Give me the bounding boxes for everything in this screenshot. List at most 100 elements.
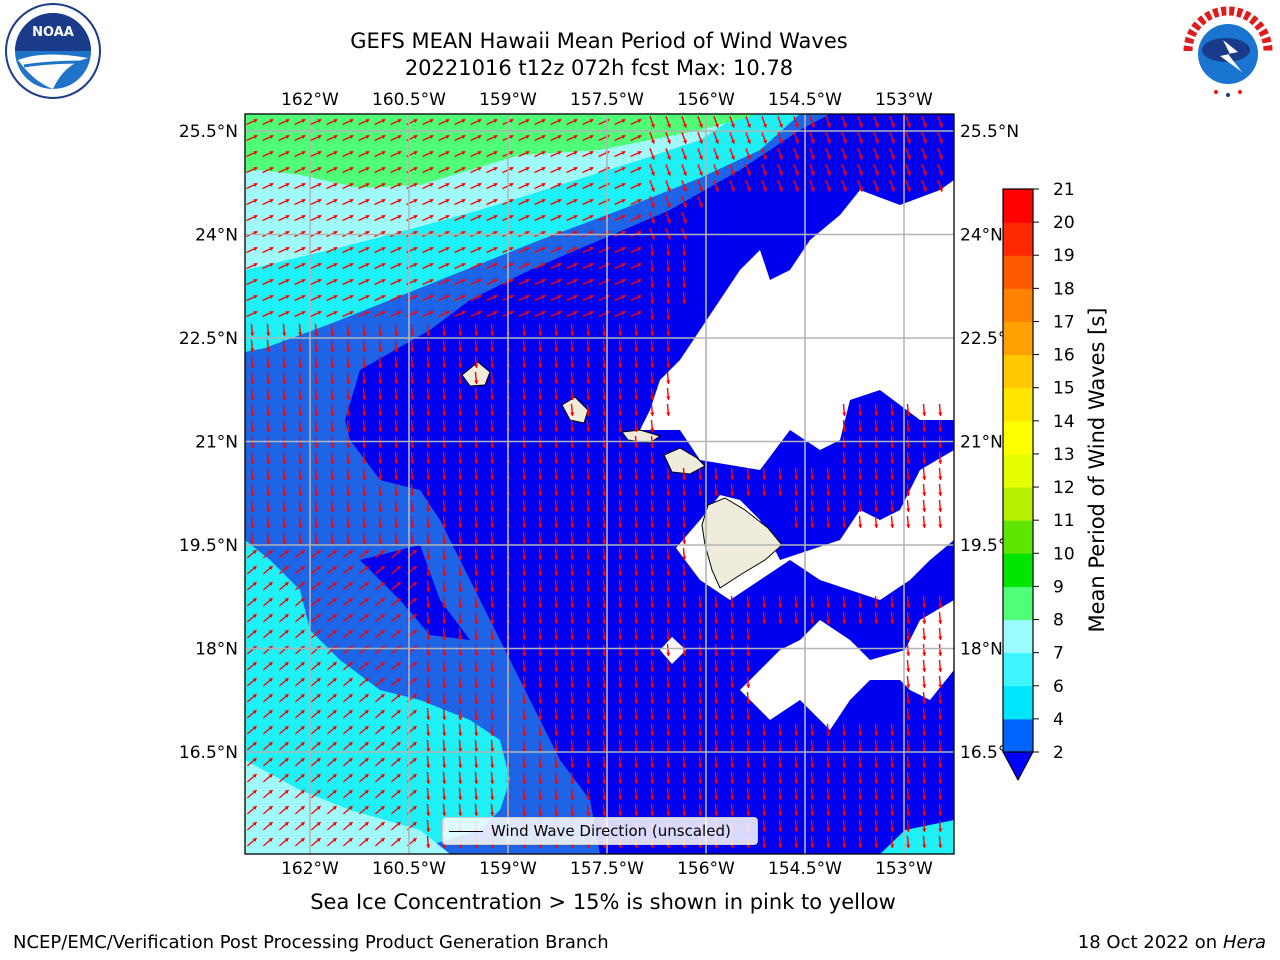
wind-arrow <box>294 661 306 671</box>
wind-arrow <box>426 547 431 561</box>
wind-arrow <box>426 691 431 705</box>
wind-arrow <box>262 837 274 847</box>
wind-arrow <box>266 531 271 545</box>
wind-arrow <box>538 579 543 593</box>
wind-arrow <box>490 483 495 497</box>
wind-arrow <box>746 611 751 625</box>
wind-arrow <box>570 419 575 433</box>
wind-arrow <box>602 643 607 657</box>
wind-arrow <box>262 262 274 270</box>
wind-arrow <box>614 214 626 222</box>
colorbar-tick-label: 15 <box>1053 379 1075 399</box>
wind-arrow <box>746 707 751 721</box>
wind-arrow <box>614 198 626 206</box>
wind-arrow <box>634 611 639 625</box>
wind-arrow <box>938 819 943 833</box>
wind-arrow <box>762 739 767 753</box>
wind-arrow <box>490 771 495 785</box>
wind-arrow <box>374 166 386 174</box>
wind-arrow <box>522 403 527 417</box>
wind-arrow <box>250 387 255 401</box>
colorbar-segment <box>1003 321 1033 356</box>
wind-arrow <box>614 150 626 158</box>
wind-arrow <box>554 627 559 641</box>
wind-arrow <box>474 355 479 369</box>
wind-arrow <box>874 819 879 833</box>
wind-arrow <box>938 403 943 417</box>
wind-arrow <box>778 819 783 833</box>
wind-arrow <box>778 739 783 753</box>
wind-arrow <box>326 661 338 671</box>
wind-arrow <box>346 531 351 545</box>
wind-arrow <box>294 597 306 607</box>
wind-arrow <box>906 755 911 769</box>
wind-arrow <box>358 821 370 831</box>
wind-arrow <box>310 118 322 126</box>
wind-arrow <box>358 134 370 142</box>
wind-arrow <box>890 803 895 817</box>
wind-arrow <box>294 182 306 190</box>
wind-arrow <box>378 323 383 337</box>
wind-arrow <box>246 294 258 302</box>
wind-arrow <box>518 262 530 270</box>
wind-arrow <box>650 355 655 369</box>
wind-arrow <box>937 180 943 192</box>
wind-arrow <box>294 773 306 783</box>
wind-arrow <box>586 531 591 545</box>
wind-arrow <box>346 467 351 481</box>
wind-arrow <box>474 403 479 417</box>
wind-arrow <box>326 118 338 126</box>
wind-arrow <box>698 611 703 625</box>
wind-arrow <box>266 387 271 401</box>
longitude-label: 156°W <box>677 90 735 110</box>
wind-arrow <box>394 467 399 481</box>
wind-arrow <box>554 451 559 465</box>
wind-arrow <box>394 403 399 417</box>
wind-arrow <box>314 467 319 481</box>
wind-arrow <box>650 787 655 801</box>
wind-arrow <box>474 531 479 545</box>
wind-arrow <box>262 150 274 158</box>
wind-arrow <box>634 739 639 753</box>
wind-arrow <box>794 499 799 513</box>
wind-arrow <box>618 787 623 801</box>
wind-arrow <box>858 467 863 481</box>
wind-arrow <box>602 371 607 385</box>
wind-arrow <box>602 739 607 753</box>
wind-arrow <box>326 581 338 591</box>
wind-arrow <box>698 627 703 641</box>
wind-arrow <box>390 549 402 559</box>
wind-arrow <box>522 531 527 545</box>
wind-arrow <box>438 294 450 302</box>
wind-arrow <box>394 371 399 385</box>
wind-arrow <box>554 739 559 753</box>
wind-arrow <box>250 483 255 497</box>
wind-arrow <box>474 467 479 481</box>
latitude-label: 19.5°N <box>179 536 238 556</box>
wind-arrow <box>730 611 735 625</box>
wind-arrow <box>374 709 386 719</box>
wind-arrow <box>294 549 306 559</box>
island-hawaii <box>701 497 783 589</box>
wind-arrow <box>458 515 463 529</box>
wind-arrow <box>714 739 719 753</box>
wind-arrow <box>586 499 591 513</box>
wind-arrow <box>374 118 386 126</box>
wind-arrow <box>362 531 367 545</box>
wind-arrow <box>246 166 258 174</box>
wind-arrow <box>618 451 623 465</box>
wind-arrow <box>618 627 623 641</box>
wind-arrow <box>554 803 559 817</box>
wind-arrow <box>618 499 623 513</box>
wind-arrow <box>330 339 335 353</box>
wind-arrow <box>534 118 546 126</box>
wind-arrow <box>666 611 671 625</box>
colorbar-segment <box>1003 685 1033 720</box>
wind-arrow <box>666 275 671 289</box>
latitude-label: 18°N <box>960 640 1003 660</box>
wind-arrow <box>426 755 431 769</box>
wind-arrow <box>890 755 895 769</box>
wind-arrow <box>570 803 575 817</box>
wind-arrow <box>825 180 831 192</box>
wind-arrow <box>586 691 591 705</box>
